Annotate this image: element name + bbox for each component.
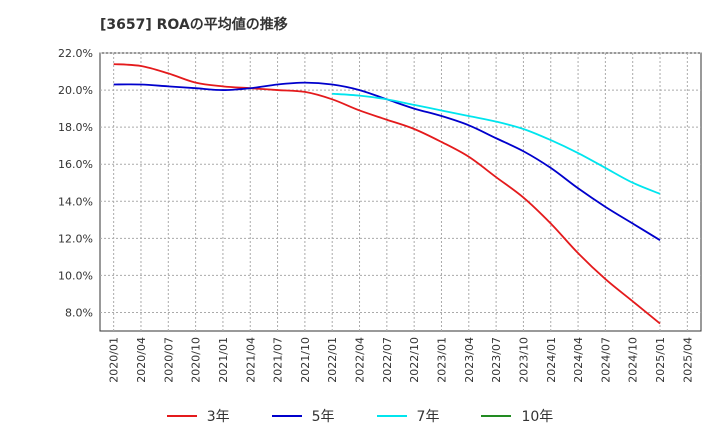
legend-swatch: [166, 415, 197, 417]
series-line-3: [332, 92, 661, 195]
x-tick-label: 2023/10: [517, 337, 530, 383]
legend-swatch: [481, 415, 512, 417]
y-tick-label: 8.0%: [65, 306, 93, 319]
series-lines: [113, 63, 661, 325]
y-axis: 8.0% 10.0% 12.0% 14.0% 16.0% 18.0% 20.0% 22.0%: [58, 47, 93, 319]
line-chart: 8.0%10.0%12.0%14.0%16.0%18.0%20.0%22.0% …: [58, 47, 702, 383]
legend: 3年 5年 7年 10年: [0, 404, 720, 428]
x-tick-label: 2022/10: [408, 337, 421, 383]
y-tick-label: 12.0%: [58, 232, 93, 245]
legend-label: 7年: [416, 409, 440, 425]
legend-swatch: [376, 415, 407, 417]
chart-title: [3657] ROAの平均値の推移: [100, 17, 288, 33]
x-tick-label: 2021/07: [272, 337, 285, 383]
legend-swatch: [271, 415, 302, 417]
x-tick-label: 2020/04: [135, 337, 148, 383]
x-tick-label: 2020/01: [108, 337, 121, 383]
x-tick-label: 2022/04: [354, 337, 367, 383]
series-line-1: [113, 63, 661, 325]
y-tick-label: 16.0%: [58, 158, 93, 171]
x-tick-label: 2020/07: [162, 337, 175, 383]
x-tick-label: 2023/01: [435, 337, 448, 383]
y-tick-label: 22.0%: [58, 47, 93, 60]
x-tick-label: 2025/01: [654, 337, 667, 383]
y-tick-label: 18.0%: [58, 121, 93, 134]
x-tick-label: 2022/07: [381, 337, 394, 383]
x-tick-label: 2024/01: [545, 337, 558, 383]
x-tick-label: 2024/07: [599, 337, 612, 383]
x-tick-label: 2024/10: [627, 337, 640, 383]
x-tick-label: 2023/04: [463, 337, 476, 383]
y-tick-label: 14.0%: [58, 195, 93, 208]
legend-item: 10年: [481, 404, 553, 428]
legend-item: 5年: [271, 404, 335, 428]
x-tick-label: 2021/01: [217, 337, 230, 383]
y-tick-label: 10.0%: [58, 269, 93, 282]
y-tick-label: 20.0%: [58, 84, 93, 97]
grid-lines: [100, 52, 701, 331]
x-tick-label: 2022/01: [326, 337, 339, 383]
x-tick-label: 2020/10: [190, 337, 203, 383]
x-tick-label: 2024/04: [572, 337, 585, 383]
legend-item: 3年: [166, 404, 230, 428]
x-tick-label: 2021/10: [299, 337, 312, 383]
legend-item: 7年: [376, 404, 440, 428]
legend-label: 3年: [206, 409, 230, 425]
plot-area: [99, 52, 702, 332]
x-tick-label: 2023/07: [490, 337, 503, 383]
x-tick-label: 2021/04: [244, 337, 257, 383]
legend-label: 5年: [311, 409, 335, 425]
x-tick-label: 2025/04: [681, 337, 694, 383]
legend-label: 10年: [521, 409, 554, 425]
x-axis: 2020/01 2020/04 2020/07 2020/10 2021/01 2021/…: [108, 337, 695, 383]
